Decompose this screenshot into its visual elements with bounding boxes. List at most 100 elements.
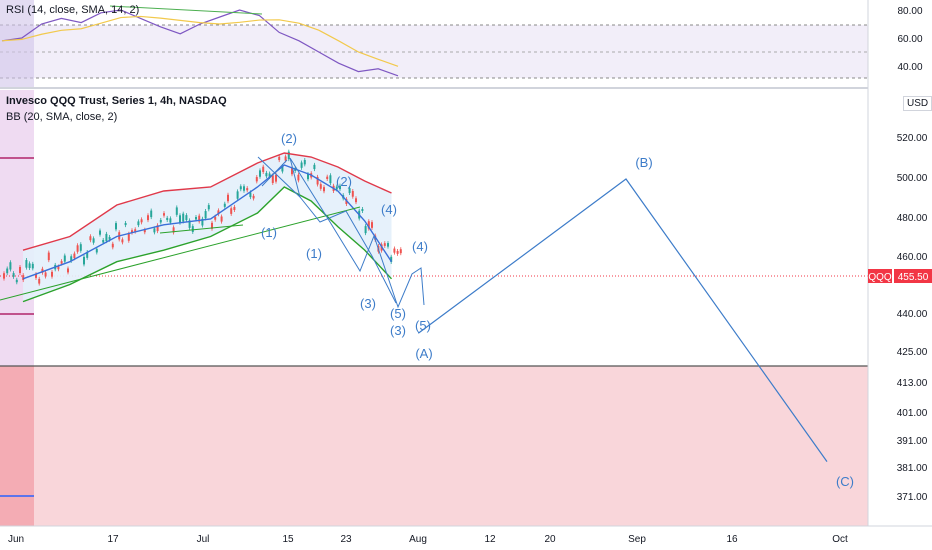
candle-body [230, 208, 233, 214]
candle-body [246, 188, 249, 191]
candle-body [195, 217, 197, 220]
candle-body [188, 220, 191, 228]
candle-body [76, 245, 79, 252]
candle-body [303, 160, 306, 165]
candle-body [220, 216, 223, 222]
candle-body [348, 188, 351, 194]
candle-body [131, 230, 133, 233]
candle-body [79, 244, 82, 251]
candle-body [313, 164, 316, 170]
candle-body [396, 250, 399, 254]
red-zone [0, 366, 868, 526]
wave-drawing [257, 156, 425, 309]
candle-body [15, 279, 18, 283]
rsi-legend[interactable]: RSI (14, close, SMA, 14, 2) [6, 4, 140, 16]
candle-body [95, 248, 98, 253]
candle-body [3, 273, 5, 279]
candle-body [19, 266, 21, 273]
currency-button[interactable]: USD [903, 96, 932, 111]
date-tick-label: 16 [726, 534, 738, 545]
red-zone-left [0, 366, 34, 526]
candle-body [31, 263, 34, 269]
wave-drawing [261, 159, 288, 187]
price-axis[interactable] [868, 0, 932, 526]
candle-body [223, 203, 226, 207]
bb-lower-band [22, 186, 393, 303]
candle-body [25, 260, 28, 268]
candle-body [9, 262, 12, 270]
candle-body [364, 226, 367, 234]
candle-body [355, 198, 357, 203]
time-axis[interactable] [0, 526, 932, 550]
candle-body [156, 225, 159, 232]
rsi-divergence-line [109, 5, 263, 15]
wave-label: (4) [381, 202, 397, 217]
candle-body [335, 186, 338, 190]
bb-fill [23, 153, 392, 302]
candle-body [83, 256, 85, 265]
candle-body [121, 239, 124, 243]
trendline [159, 224, 244, 234]
candle-body [278, 156, 281, 161]
candle-body [268, 173, 271, 177]
bb-basis [22, 164, 393, 280]
price-tick-label: 413.00 [897, 378, 928, 389]
candle-body [339, 185, 341, 190]
candle-body [67, 268, 69, 273]
candle-body [70, 256, 73, 261]
candle-body [227, 194, 229, 202]
wave-label: (5) [390, 306, 406, 321]
candle-body [137, 221, 140, 226]
price-tick-label: 401.00 [897, 408, 928, 419]
candle-body [281, 165, 284, 172]
date-tick-label: 20 [544, 534, 556, 545]
wave-label: (3) [390, 323, 406, 338]
candle-body [233, 206, 236, 211]
candle-body [6, 268, 9, 274]
candle-body [38, 278, 41, 284]
candle-body [323, 187, 325, 192]
candle-body [252, 195, 255, 199]
wave-label: (B) [635, 155, 652, 170]
candle-body [153, 228, 156, 233]
candle-body [163, 213, 165, 216]
candle-body [41, 268, 44, 273]
candle-body [316, 176, 319, 185]
rsi-highlight-left [0, 0, 34, 88]
candle-body [383, 243, 386, 246]
wave-projection-line [417, 178, 828, 462]
wave-label: (3) [360, 296, 376, 311]
candle-body [175, 207, 178, 215]
candle-body [351, 190, 354, 197]
date-tick-label: Jun [8, 534, 24, 545]
candle-body [262, 166, 265, 172]
candle-body [105, 233, 108, 242]
last-price-label [894, 269, 932, 283]
date-tick-label: 12 [484, 534, 496, 545]
price-tick-label: 425.00 [897, 347, 928, 358]
candle-body [172, 227, 175, 233]
candle-body [399, 249, 402, 254]
candle-body [287, 151, 290, 160]
candle-body [271, 175, 274, 183]
candle-body [108, 236, 111, 240]
price-tick-label: 460.00 [897, 252, 928, 263]
date-tick-label: 15 [282, 534, 294, 545]
wave-label: (4) [412, 239, 428, 254]
date-tick-label: 23 [340, 534, 352, 545]
candle-body [179, 215, 181, 223]
price-tick-label: 520.00 [897, 133, 928, 144]
candle-body [115, 223, 117, 230]
wave-label: (C) [836, 474, 854, 489]
candle-body [291, 168, 293, 175]
trendline [0, 206, 361, 301]
wave-drawing [299, 196, 397, 304]
candle-body [159, 219, 162, 223]
bb-legend[interactable]: BB (20, SMA, close, 2) [6, 111, 118, 123]
candle-body [60, 261, 63, 264]
chart-title: Invesco QQQ Trust, Series 1, 4h, NASDAQ [6, 95, 227, 107]
date-tick-label: Jul [197, 534, 210, 545]
candle-body [99, 230, 101, 235]
price-tick-label: 480.00 [897, 213, 928, 224]
candle-body [143, 229, 146, 233]
